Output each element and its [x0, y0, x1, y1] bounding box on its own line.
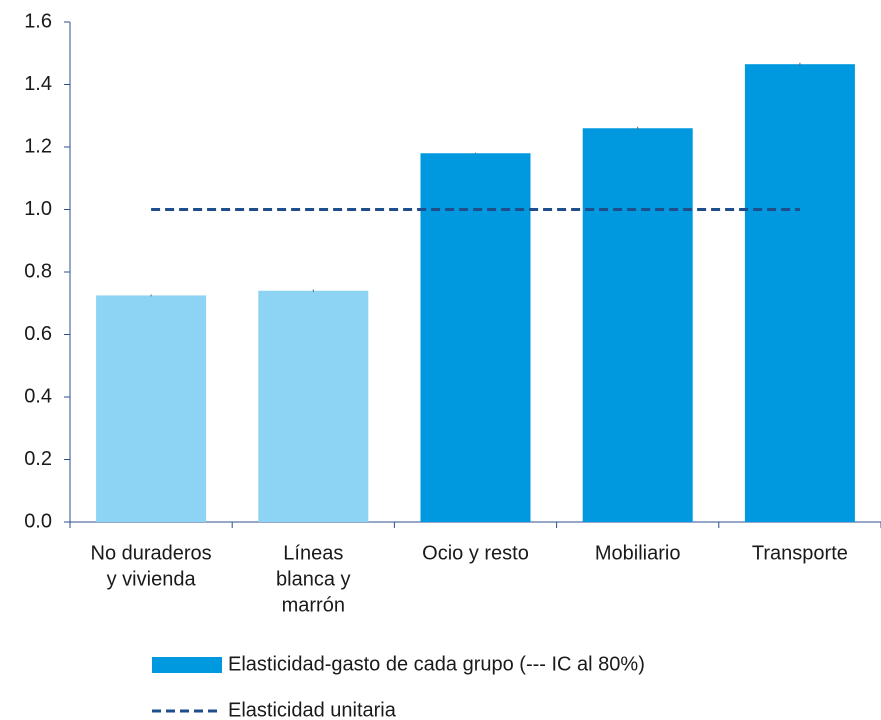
- y-tick-label: 1.2: [24, 135, 52, 157]
- y-tick-label: 0.8: [24, 260, 52, 282]
- bar: [582, 128, 693, 522]
- y-tick-label: 1.0: [24, 198, 52, 220]
- y-tick-label: 1.6: [24, 10, 52, 32]
- x-tick-label: marrón: [282, 594, 345, 616]
- x-tick-label: y vivienda: [107, 568, 197, 590]
- y-tick-label: 0.6: [24, 323, 52, 345]
- x-tick-label: No duraderos: [91, 542, 212, 564]
- bar: [96, 295, 207, 522]
- bar: [258, 290, 369, 522]
- bar: [744, 64, 855, 522]
- legend-label: Elasticidad unitaria: [228, 699, 397, 720]
- x-tick-label: blanca y: [276, 568, 351, 590]
- legend-label: Elasticidad-gasto de cada grupo (--- IC …: [228, 653, 645, 675]
- x-tick-label: Mobiliario: [595, 542, 681, 564]
- y-tick-label: 0.0: [24, 510, 52, 532]
- y-tick-label: 0.2: [24, 448, 52, 470]
- y-tick-label: 0.4: [24, 385, 52, 407]
- y-tick-label: 1.4: [24, 73, 52, 95]
- x-tick-label: Ocio y resto: [422, 542, 529, 564]
- x-tick-label: Líneas: [283, 542, 343, 564]
- legend-swatch: [152, 657, 222, 673]
- x-tick-label: Transporte: [752, 542, 848, 564]
- bar: [420, 153, 531, 522]
